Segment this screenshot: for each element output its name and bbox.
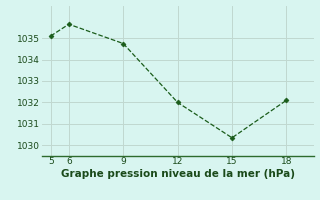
X-axis label: Graphe pression niveau de la mer (hPa): Graphe pression niveau de la mer (hPa) [60,169,295,179]
